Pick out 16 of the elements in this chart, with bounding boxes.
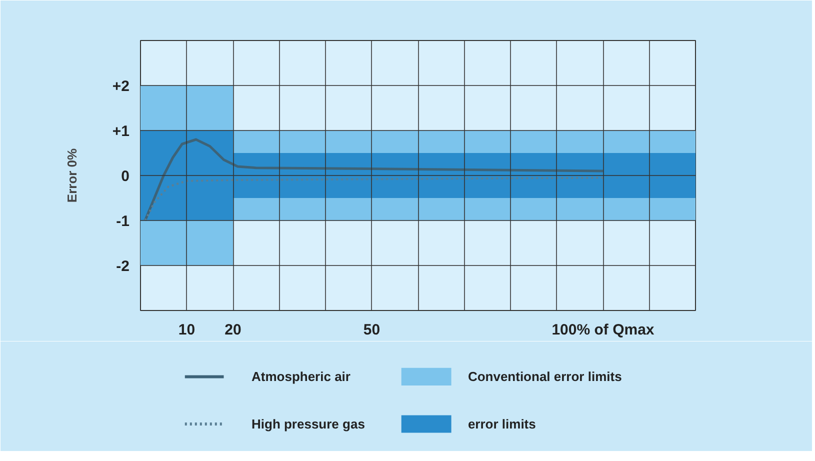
y-tick-label: -2 <box>116 258 130 275</box>
y-tick-label: -1 <box>116 213 130 230</box>
x-tick-label: 50 <box>363 322 380 338</box>
legend-label: High pressure gas <box>252 416 365 432</box>
y-tick-label: +2 <box>112 78 130 95</box>
x-tick-label: 100% of Qmax <box>552 322 655 338</box>
x-tick-label: 10 <box>178 322 196 338</box>
legend-label: error limits <box>468 416 536 432</box>
line-series <box>144 176 604 222</box>
y-tick-label: +1 <box>112 123 130 140</box>
x-tick-label: 20 <box>224 322 242 338</box>
line-series <box>144 138 604 222</box>
y-axis-title: Error 0% <box>64 148 80 203</box>
legend-label: Conventional error limits <box>468 369 622 384</box>
y-tick-label: 0 <box>121 168 130 185</box>
legend-label: Atmospheric air <box>252 369 350 384</box>
